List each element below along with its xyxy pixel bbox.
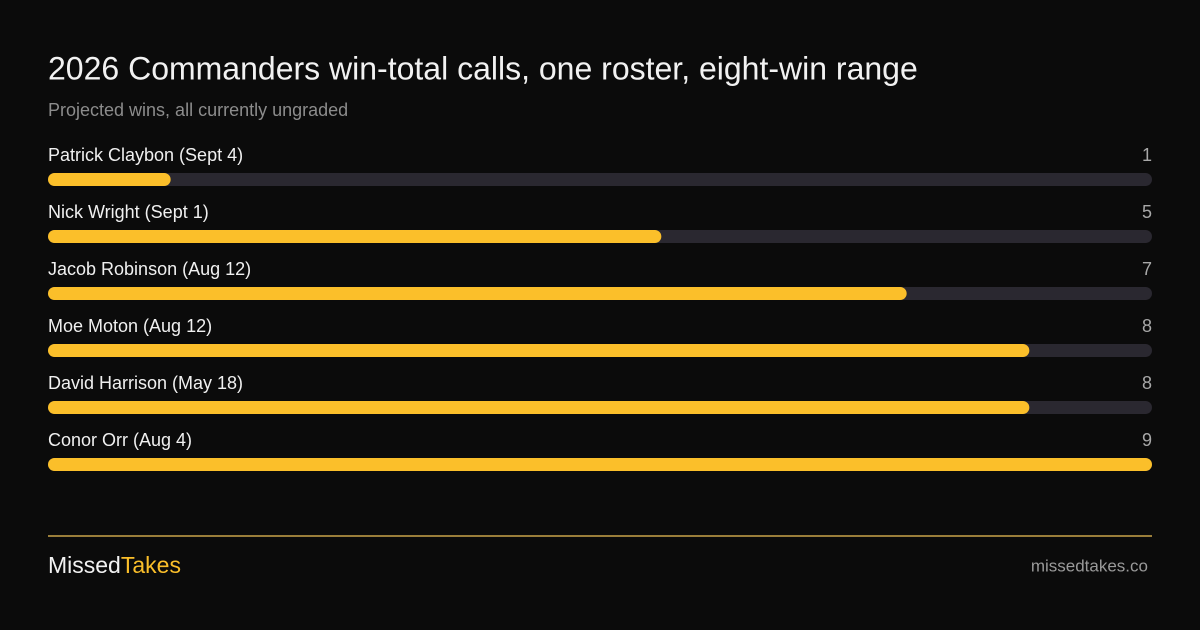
- value-label: 7: [1142, 259, 1152, 279]
- row-label: Patrick Claybon (Sept 4): [48, 145, 243, 165]
- bar: [48, 344, 1030, 357]
- bar: [48, 230, 662, 243]
- row-label: Conor Orr (Aug 4): [48, 430, 192, 450]
- brand-second: Takes: [121, 552, 181, 578]
- chart-title: 2026 Commanders win-total calls, one ros…: [48, 50, 918, 86]
- bar: [48, 401, 1030, 414]
- value-label: 9: [1142, 430, 1152, 450]
- footer-url: missedtakes.co: [1031, 556, 1148, 575]
- value-label: 8: [1142, 316, 1152, 336]
- value-label: 1: [1142, 145, 1152, 165]
- brand: MissedTakes: [48, 552, 181, 578]
- bar: [48, 173, 171, 186]
- bar: [48, 458, 1152, 471]
- brand-first: Missed: [48, 552, 121, 578]
- value-label: 8: [1142, 373, 1152, 393]
- row-label: Jacob Robinson (Aug 12): [48, 259, 251, 279]
- row-label: Nick Wright (Sept 1): [48, 202, 209, 222]
- row-label: Moe Moton (Aug 12): [48, 316, 212, 336]
- chart-subtitle: Projected wins, all currently ungraded: [48, 100, 348, 120]
- bar-track: [48, 173, 1152, 186]
- bar: [48, 287, 907, 300]
- row-label: David Harrison (May 18): [48, 373, 243, 393]
- value-label: 5: [1142, 202, 1152, 222]
